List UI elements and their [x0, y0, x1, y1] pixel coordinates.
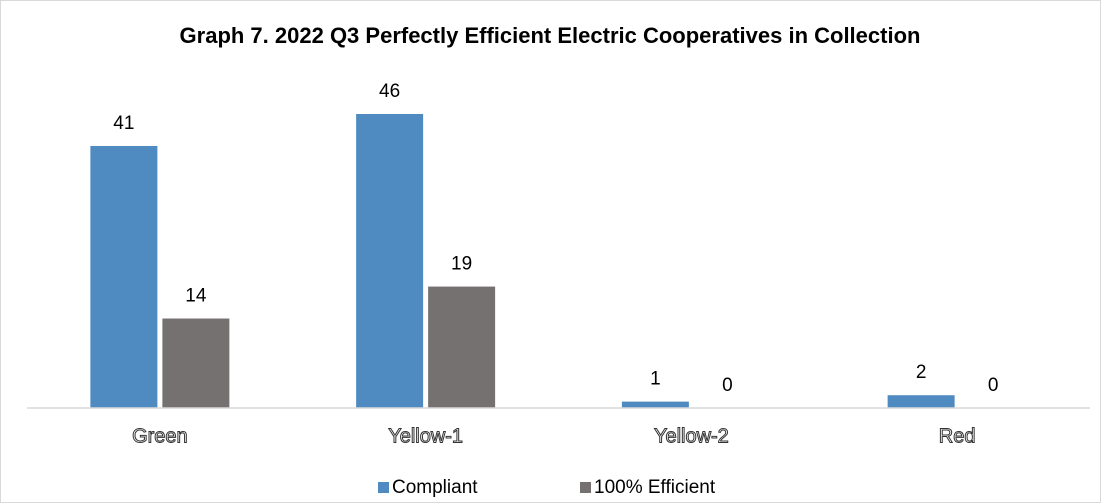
x-tick-label: Green — [132, 425, 188, 447]
data-label: 0 — [988, 375, 999, 396]
data-label: 2 — [916, 362, 927, 383]
x-tick-label: Red — [939, 425, 976, 447]
legend-label: 100% Efficient — [594, 477, 716, 498]
data-label: 0 — [722, 375, 733, 396]
bar — [356, 114, 424, 408]
chart-title: Graph 7. 2022 Q3 Perfectly Efficient Ele… — [179, 23, 921, 48]
data-label: 19 — [451, 254, 472, 275]
data-label: 14 — [185, 286, 207, 307]
bar — [90, 145, 158, 408]
data-label: 1 — [650, 369, 661, 390]
bar — [887, 395, 955, 408]
legend-swatch — [580, 482, 591, 493]
bar — [162, 318, 230, 408]
bar — [428, 286, 496, 408]
bar — [621, 401, 689, 408]
legend-swatch — [378, 482, 389, 493]
x-tick-label: Yellow-1 — [388, 425, 463, 447]
x-tick-label: Yellow-2 — [654, 425, 729, 447]
legend-label: Compliant — [392, 477, 478, 498]
data-label: 46 — [379, 81, 400, 102]
data-label: 41 — [113, 113, 134, 134]
